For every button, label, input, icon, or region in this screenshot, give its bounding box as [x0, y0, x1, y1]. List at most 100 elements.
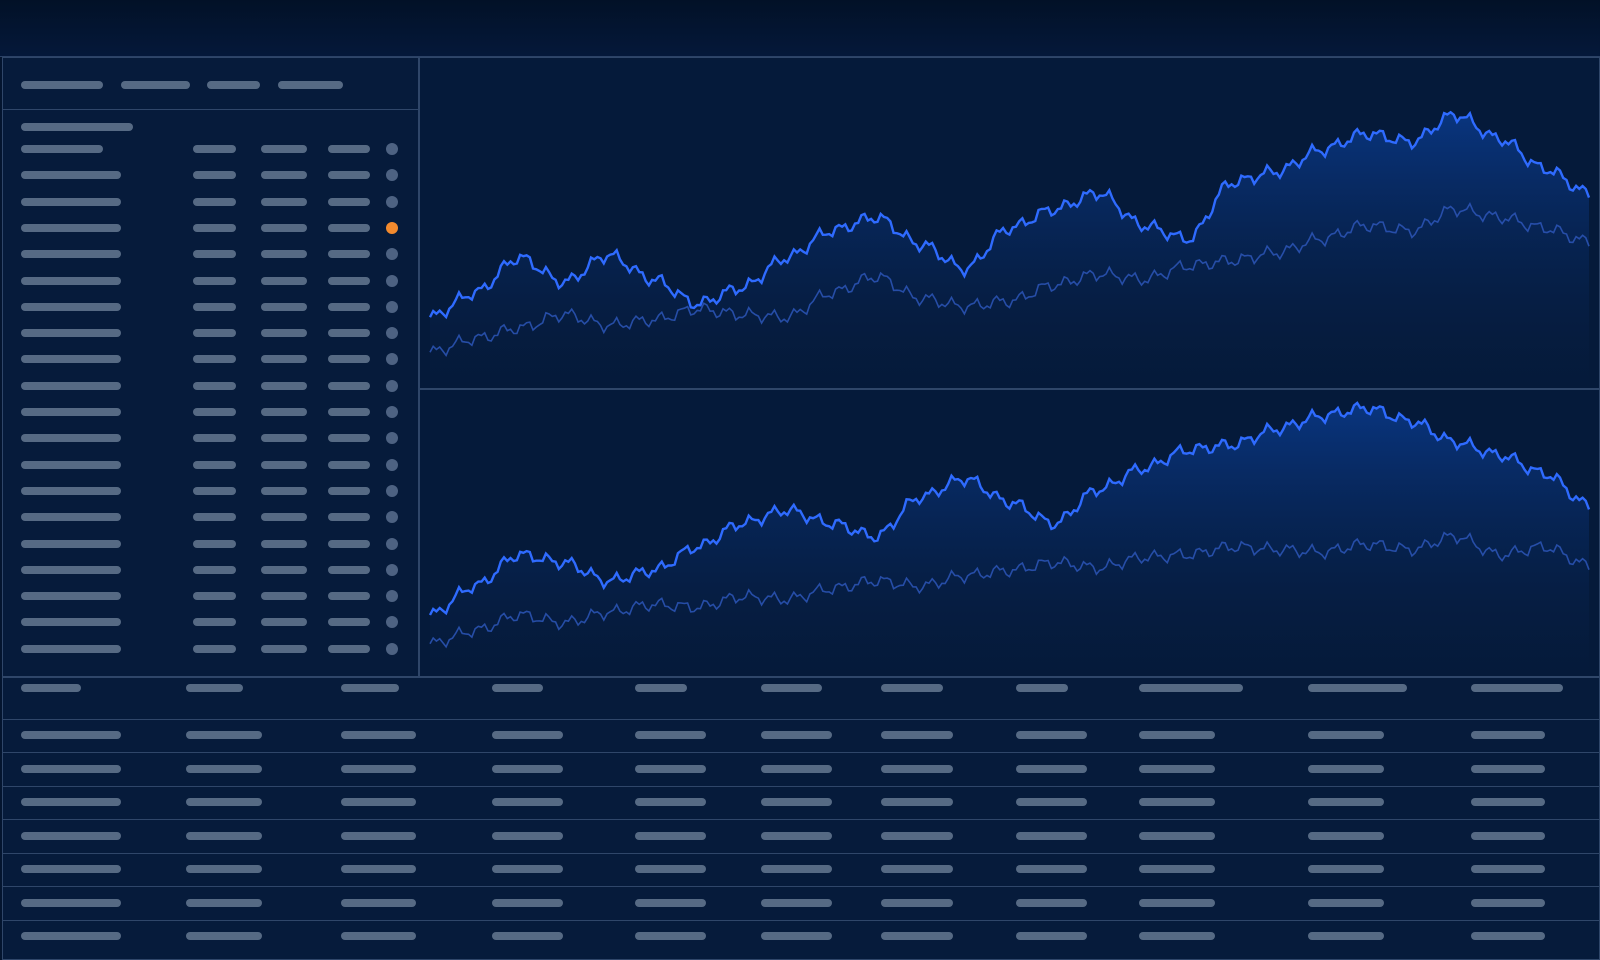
table-cell	[21, 798, 121, 806]
table-row[interactable]	[3, 920, 1599, 953]
list-item-name	[21, 381, 121, 390]
filter-chip-2[interactable]	[121, 81, 190, 89]
table-header-cell[interactable]	[635, 684, 687, 692]
filter-chip-4[interactable]	[278, 81, 343, 89]
list-item[interactable]	[3, 298, 418, 322]
list-item-value-3	[328, 644, 370, 653]
table-cell	[1471, 798, 1545, 806]
table-header-cell[interactable]	[1016, 684, 1068, 692]
table-cell	[186, 764, 262, 773]
list-item-value-2	[261, 381, 307, 390]
table-cell	[186, 932, 262, 940]
table-cell	[21, 932, 121, 940]
list-item[interactable]	[3, 456, 418, 480]
table-cell	[341, 898, 416, 907]
list-item-name	[21, 513, 121, 522]
chart-panel-bottom	[419, 389, 1600, 677]
status-dot	[386, 274, 398, 287]
table-header-cell[interactable]	[492, 684, 543, 692]
table-header-cell[interactable]	[186, 684, 243, 692]
list-item[interactable]	[3, 535, 418, 559]
table-cell	[1139, 865, 1215, 873]
data-table	[2, 677, 1600, 960]
table-cell	[881, 932, 953, 940]
list-item-name	[21, 486, 121, 495]
table-header-cell[interactable]	[761, 684, 822, 692]
series-area-fill	[430, 402, 1589, 676]
filter-chip-3[interactable]	[207, 81, 260, 89]
filter-chip-1[interactable]	[21, 81, 103, 89]
list-item[interactable]	[3, 219, 418, 243]
list-item-value-1	[193, 276, 236, 285]
list-item-name	[21, 355, 121, 364]
list-item-value-1	[193, 250, 236, 259]
table-header-cell[interactable]	[341, 684, 399, 692]
status-dot	[386, 248, 398, 261]
list-item-value-1	[193, 408, 236, 416]
table-row[interactable]	[3, 887, 1599, 921]
status-dot	[386, 353, 398, 366]
list-item[interactable]	[3, 140, 418, 164]
list-item[interactable]	[3, 272, 418, 296]
list-item-value-1	[193, 539, 236, 548]
table-cell	[1471, 932, 1545, 940]
list-item-name	[21, 276, 121, 285]
table-cell	[635, 898, 706, 907]
table-cell	[635, 865, 706, 873]
list-item[interactable]	[3, 377, 418, 401]
table-header-cell[interactable]	[881, 684, 943, 692]
table-cell	[635, 731, 706, 739]
table-cell	[881, 865, 953, 873]
list-item-value-2	[261, 250, 307, 259]
table-header-cell[interactable]	[21, 684, 81, 692]
list-item-value-3	[328, 460, 370, 469]
table-cell	[635, 932, 706, 940]
list-item[interactable]	[3, 587, 418, 611]
table-cell	[341, 831, 416, 840]
table-header-cell[interactable]	[1308, 684, 1407, 692]
list-item-name	[21, 250, 121, 259]
list-item[interactable]	[3, 245, 418, 269]
list-item[interactable]	[3, 166, 418, 190]
table-cell	[635, 831, 706, 840]
list-item-value-2	[261, 618, 307, 627]
list-item[interactable]	[3, 613, 418, 637]
list-item[interactable]	[3, 508, 418, 532]
list-item[interactable]	[3, 350, 418, 374]
list-item[interactable]	[3, 561, 418, 585]
table-cell	[492, 932, 563, 940]
status-dot	[386, 563, 398, 576]
list-item-value-1	[193, 329, 236, 338]
table-row[interactable]	[3, 786, 1599, 820]
list-item-value-3	[328, 355, 370, 364]
list-item[interactable]	[3, 482, 418, 506]
table-cell	[1016, 798, 1087, 806]
table-cell	[881, 831, 953, 840]
table-cell	[761, 831, 832, 840]
list-item-value-3	[328, 592, 370, 601]
table-row[interactable]	[3, 853, 1599, 887]
table-row[interactable]	[3, 719, 1599, 753]
table-row[interactable]	[3, 820, 1599, 854]
table-cell	[492, 831, 563, 840]
list-item-value-1	[193, 434, 236, 443]
list-item[interactable]	[3, 193, 418, 217]
list-item[interactable]	[3, 324, 418, 348]
table-cell	[341, 731, 416, 739]
table-cell	[21, 764, 121, 773]
list-item-value-2	[261, 329, 307, 338]
table-row[interactable]	[3, 753, 1599, 787]
list-item[interactable]	[3, 429, 418, 453]
table-header-cell[interactable]	[1139, 684, 1243, 692]
table-header-cell[interactable]	[1471, 684, 1563, 692]
list-item[interactable]	[3, 640, 418, 664]
status-dot	[386, 406, 398, 418]
list-item-value-3	[328, 539, 370, 548]
table-header-row	[3, 678, 1599, 720]
list-item-value-3	[328, 565, 370, 574]
top-app-bar	[0, 0, 1600, 57]
table-cell	[341, 865, 416, 873]
list-item[interactable]	[3, 403, 418, 427]
table-cell	[1308, 831, 1384, 840]
list-item-value-3	[328, 513, 370, 522]
